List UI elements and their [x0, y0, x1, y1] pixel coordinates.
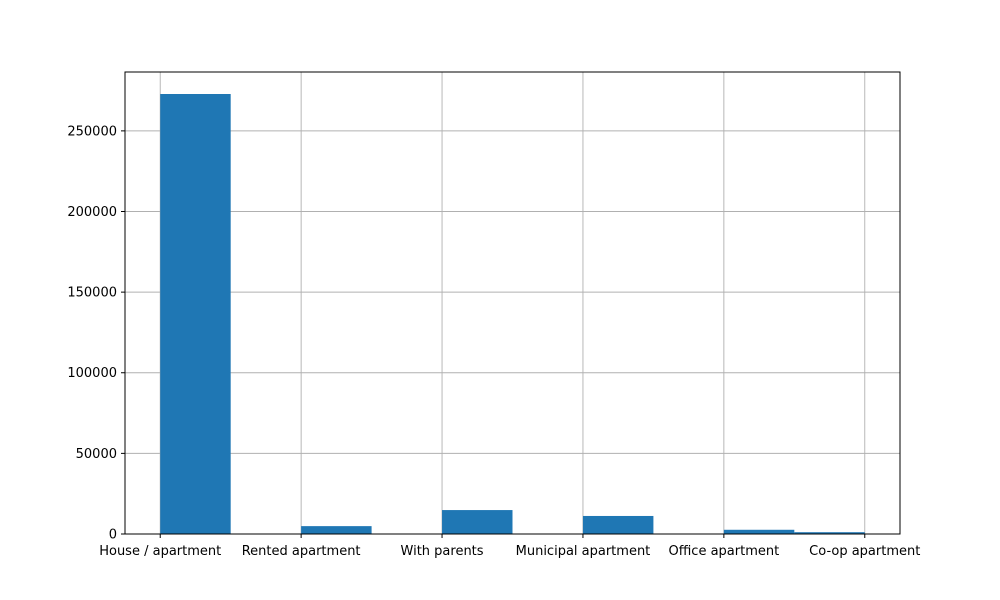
y-tick-label: 50000: [76, 447, 117, 462]
bar: [301, 526, 372, 534]
bar: [442, 510, 513, 534]
x-tick-label: Co-op apartment: [809, 544, 920, 559]
x-tick-label: House / apartment: [99, 544, 221, 559]
bar: [723, 529, 795, 534]
bar: [160, 93, 231, 534]
y-tick-label: 200000: [67, 205, 117, 220]
x-tick-label: With parents: [401, 544, 484, 559]
y-tick-label: 250000: [67, 124, 117, 139]
bar: [794, 532, 865, 534]
x-tick-label: Office apartment: [669, 544, 780, 559]
plot-frame: [124, 71, 901, 535]
y-tick-label: 100000: [67, 366, 117, 381]
bar: [582, 515, 654, 534]
y-tick-label: 150000: [67, 286, 117, 301]
x-tick-label: Municipal apartment: [516, 544, 651, 559]
y-tick-label: 0: [109, 528, 117, 543]
bars-layer: [160, 93, 865, 534]
x-tick-label: Rented apartment: [242, 544, 361, 559]
ticks-layer: House / apartment Rented apartment With pa…: [67, 124, 920, 559]
grid-layer: [125, 72, 900, 535]
